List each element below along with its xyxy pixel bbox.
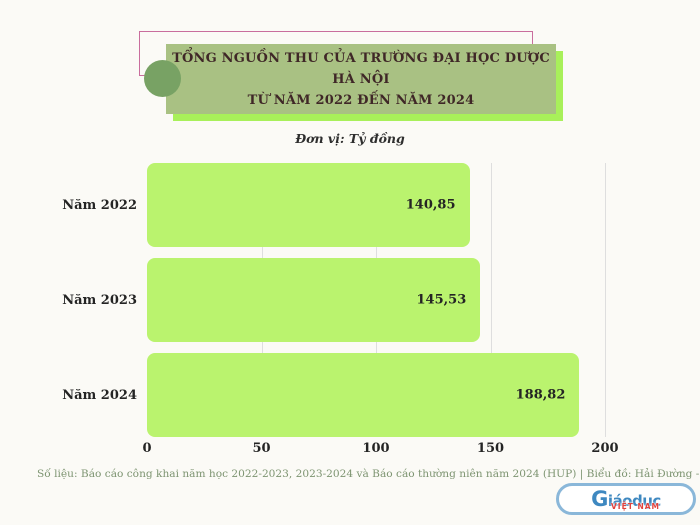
bar-chart: Năm 2022 140,85 Năm 2023 145,53 Năm 2024 188,… (62, 163, 619, 456)
x-tick-label-50: 50 (252, 441, 271, 456)
chart-title-box: TỔNG NGUỒN THU CỦA TRƯỜNG ĐẠI HỌC DƯỢC H… (166, 44, 556, 114)
x-tick-label-0: 0 (142, 441, 152, 456)
decor-circle (144, 60, 181, 97)
source-note-text: Số liệu: Báo cáo công khai năm học 2022-… (37, 468, 700, 480)
bar-value-label: 145,53 (416, 292, 467, 308)
category-label: Năm 2022 (62, 197, 137, 213)
bar-năm-2023: 145,53 (147, 258, 481, 342)
x-tick-label-200: 200 (591, 441, 619, 456)
chart-title-line-2: TỪ NĂM 2022 ĐẾN NĂM 2024 (247, 92, 475, 108)
bar-row: Năm 2024 188,82 (62, 353, 605, 437)
source-note: Số liệu: Báo cáo công khai năm học 2022-… (37, 467, 700, 481)
bar-row: Năm 2023 145,53 (62, 258, 605, 342)
logo-subtext: VIỆT NAM (611, 502, 660, 511)
gridline-150 (490, 163, 492, 437)
bar-value-label: 188,82 (515, 387, 566, 403)
giaoduc-vietnam-logo: Giáodục VIỆT NAM (556, 483, 696, 515)
bar-row: Năm 2022 140,85 (62, 163, 605, 247)
category-label: Năm 2024 (62, 387, 137, 403)
bar-năm-2022: 140,85 (147, 163, 470, 247)
gridline-200 (605, 163, 606, 437)
x-tick-label-100: 100 (362, 441, 390, 456)
category-label: Năm 2023 (62, 292, 137, 308)
bar-value-label: 140,85 (405, 197, 456, 213)
unit-label: Đơn vị: Tỷ đồng (295, 131, 405, 146)
bar-năm-2024: 188,82 (147, 353, 580, 437)
logo-text: Giáodục (591, 486, 661, 511)
x-tick-label-150: 150 (476, 441, 505, 456)
chart-title-line-1: TỔNG NGUỒN THU CỦA TRƯỜNG ĐẠI HỌC DƯỢC H… (172, 50, 550, 87)
